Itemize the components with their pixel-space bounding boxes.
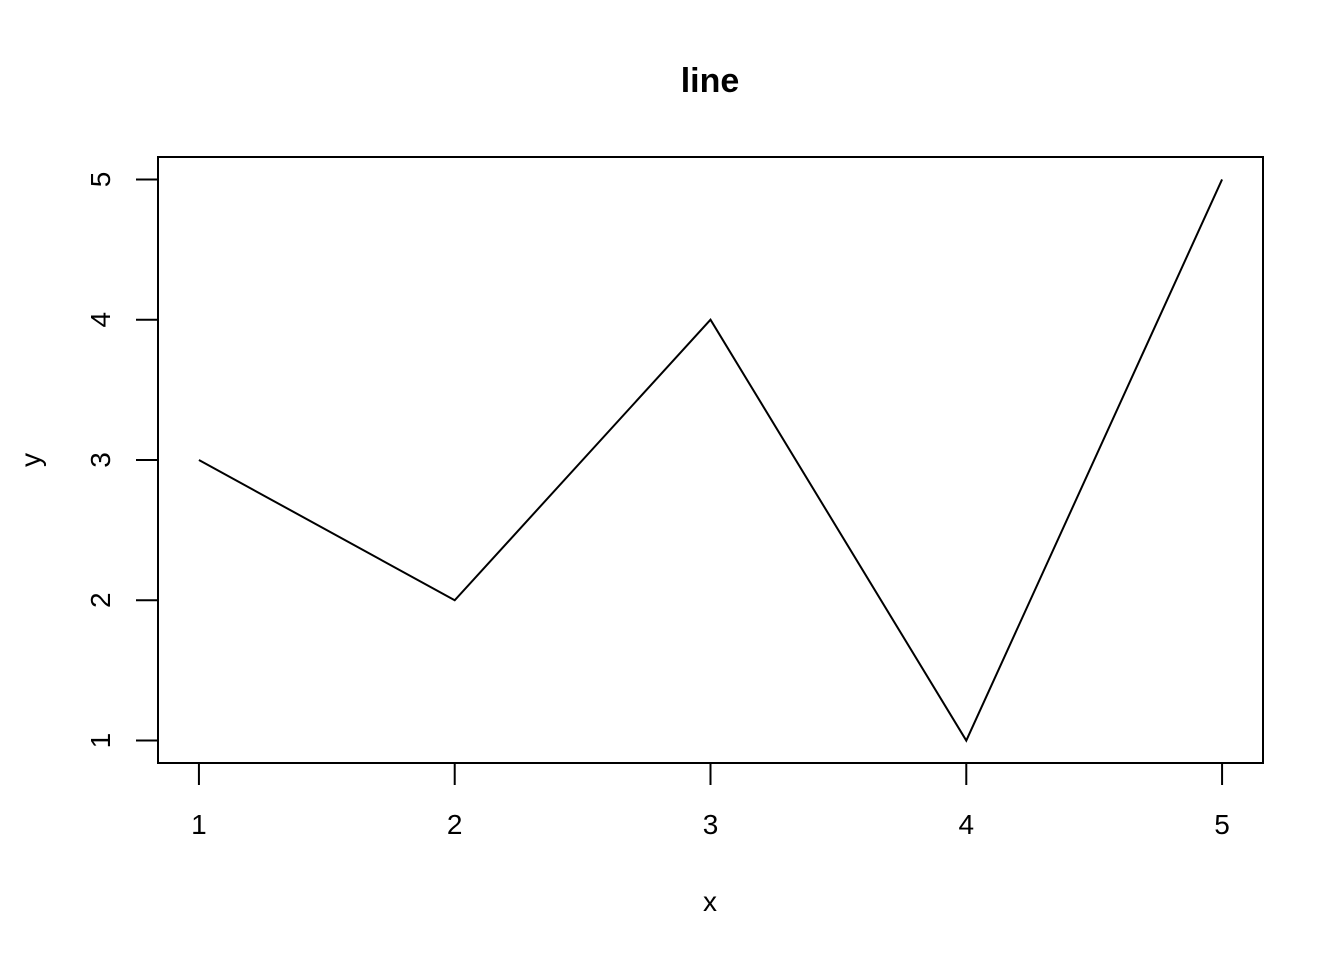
x-tick-label: 5 <box>1214 809 1230 840</box>
y-tick-label: 5 <box>85 172 116 188</box>
y-tick-label: 4 <box>85 312 116 328</box>
x-tick-label: 1 <box>191 809 207 840</box>
x-tick-label: 2 <box>447 809 463 840</box>
x-tick-label: 3 <box>703 809 719 840</box>
x-axis: 1 2 3 4 5 <box>191 762 1230 840</box>
y-axis: 1 2 3 4 5 <box>85 172 159 749</box>
chart-title: line <box>681 62 740 100</box>
y-tick-label: 1 <box>85 733 116 749</box>
series-line-y <box>198 179 1223 743</box>
plot-frame <box>157 156 1264 764</box>
x-axis-label: x <box>703 886 717 917</box>
y-axis-label: y <box>15 453 46 467</box>
x-tick-label: 4 <box>958 809 974 840</box>
y-tick-label: 2 <box>85 592 116 608</box>
series-group <box>198 179 1223 743</box>
y-tick-label: 3 <box>85 452 116 468</box>
